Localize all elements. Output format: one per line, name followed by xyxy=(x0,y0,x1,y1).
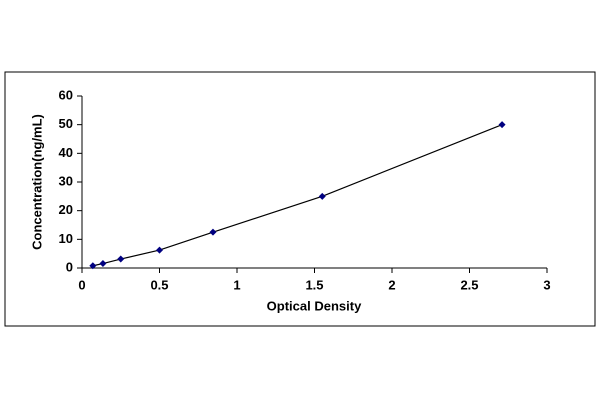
point xyxy=(99,260,107,268)
chart-frame xyxy=(4,71,596,327)
y-axis-title: Concentration(ng/mL) xyxy=(29,114,44,250)
x-tick-label: 1 xyxy=(233,277,240,292)
x-tick-label: 1.5 xyxy=(305,277,323,292)
y-tick-label: 30 xyxy=(59,173,73,188)
x-tick-label: 3 xyxy=(543,277,550,292)
y-tick-label: 20 xyxy=(59,202,73,217)
y-tick-label: 40 xyxy=(59,145,73,160)
point xyxy=(498,121,506,129)
y-tick-label: 50 xyxy=(59,116,73,131)
x-tick-label: 2.5 xyxy=(460,277,478,292)
y-tick-label: 10 xyxy=(59,231,73,246)
y-tick-label: 60 xyxy=(59,87,73,102)
x-tick-label: 2 xyxy=(388,277,395,292)
x-tick-label: 0 xyxy=(78,277,85,292)
point xyxy=(156,246,163,254)
x-axis-title: Optical Density xyxy=(267,298,362,313)
point xyxy=(89,262,97,270)
y-tick-label: 0 xyxy=(66,259,73,274)
point xyxy=(117,255,125,263)
point xyxy=(209,228,217,236)
x-tick-label: 0.5 xyxy=(150,277,168,292)
point xyxy=(318,192,326,200)
